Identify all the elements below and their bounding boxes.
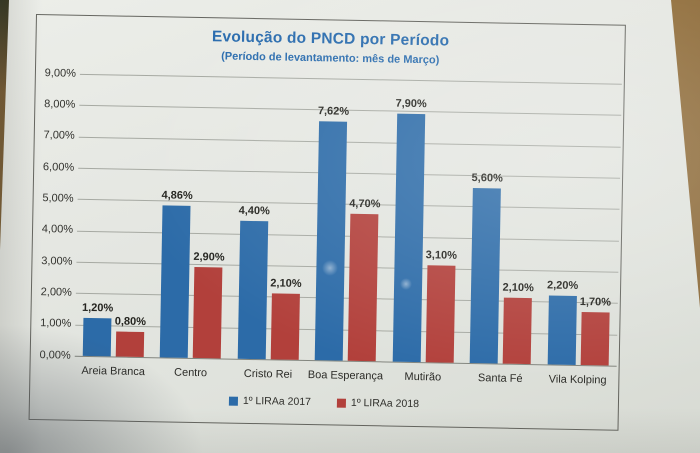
bar-2017 (469, 187, 502, 364)
bar-2018 (502, 297, 533, 365)
bar-value-label: 4,40% (238, 204, 270, 218)
y-tick-label: 6,00% (42, 160, 75, 174)
category-label: Areia Branca (81, 364, 146, 379)
bar-value-label: 7,90% (395, 98, 427, 111)
y-tick-label: 4,00% (41, 223, 74, 236)
category-label: Centro (173, 366, 208, 380)
gridline (78, 136, 621, 148)
legend-label-2017: 1º LIRAa 2017 (242, 394, 312, 409)
bar-value-label: 7,62% (317, 105, 350, 118)
legend-swatch-2018-icon (336, 398, 347, 408)
y-tick-label: 2,00% (40, 285, 73, 299)
legend-item-2017: 1º LIRAa 2017 (228, 394, 312, 409)
bar-value-label: 3,10% (425, 249, 458, 262)
gridline (79, 73, 622, 85)
bar-2018 (270, 293, 300, 360)
bar-2017 (314, 121, 348, 361)
bar-value-label: 2,20% (546, 279, 579, 293)
y-tick-label: 0,00% (39, 348, 71, 362)
bar-2018 (193, 267, 223, 359)
y-tick-label: 5,00% (42, 191, 74, 205)
bar-2018 (425, 265, 456, 363)
category-label: Boa Esperança (307, 369, 384, 383)
bar-2017 (392, 114, 425, 363)
bar-value-label: 1,70% (579, 295, 612, 309)
category-label: Mutirão (404, 370, 442, 384)
bar-value-label: 4,70% (349, 197, 381, 211)
bar-value-label: 4,86% (161, 189, 193, 202)
gridline (75, 293, 618, 305)
legend-swatch-2017-icon (228, 396, 238, 406)
legend-label-2018: 1º LIRAa 2018 (350, 396, 420, 411)
gridline (76, 261, 619, 273)
bar-2017 (237, 220, 269, 360)
gridline (78, 167, 621, 179)
bar-value-label: 1,20% (81, 302, 114, 315)
category-label: Santa Fé (477, 372, 523, 385)
bar-2017 (160, 205, 191, 358)
gridline (77, 230, 619, 242)
bar-value-label: 2,10% (270, 277, 302, 291)
category-label: Vila Kolping (548, 373, 607, 387)
y-tick-label: 7,00% (43, 129, 75, 142)
chart-frame: Evolução do PNCD por Período (Período de… (28, 14, 626, 431)
bar-2018 (347, 213, 379, 362)
gridline (75, 324, 618, 336)
y-tick-label: 3,00% (41, 254, 73, 268)
y-tick-label: 1,00% (40, 317, 72, 330)
bar-2018 (115, 331, 145, 358)
bar-2018 (580, 311, 610, 366)
plot-area: 0,00% 1,00% 2,00% 3,00% 4,00% 5,00% 6,00% 7,00%… (30, 15, 625, 430)
bar-value-label: 2,90% (193, 251, 225, 264)
category-label: Cristo Rei (243, 367, 293, 381)
gridline (74, 355, 617, 367)
y-tick-label: 8,00% (44, 97, 76, 111)
bar-value-label: 0,80% (114, 315, 147, 328)
bar-value-label: 5,60% (471, 171, 503, 185)
y-tick-label: 9,00% (44, 66, 77, 80)
legend-item-2018: 1º LIRAa 2018 (336, 396, 420, 411)
